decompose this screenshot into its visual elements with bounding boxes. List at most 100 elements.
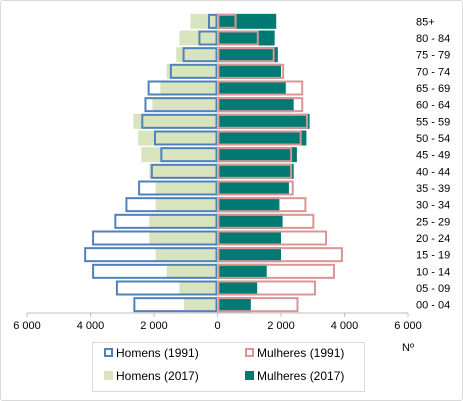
x-tick-label: 2 000 — [267, 320, 295, 332]
fill-bar-female-bar-10-14 — [217, 263, 267, 279]
fill-bar-female-bar-35-39 — [217, 180, 289, 196]
fill-bar-female-bar-55-59 — [217, 113, 310, 129]
age-group-label: 15 - 19 — [416, 250, 450, 262]
age-group-label: 45 - 49 — [416, 150, 450, 162]
fill-bar-male-bar-40-44 — [149, 163, 218, 179]
outline-bar-female-bar-75-79 — [217, 47, 275, 63]
fill-bar-male-bar-65-69 — [160, 80, 218, 96]
fill-bar-female-bar-75-79 — [217, 47, 278, 63]
fill-bar-male-bar-75-79 — [176, 47, 218, 63]
age-group-label: 85+ — [416, 16, 435, 28]
outline-bar-male-bar-20-24 — [92, 230, 218, 246]
legend-label: Mulheres (1991) — [257, 346, 344, 360]
fill-bar-male-bar-10-14 — [166, 263, 218, 279]
legend-swatch — [104, 348, 113, 357]
outline-bar-female-bar-45-49 — [217, 147, 293, 163]
outline-bar-female-bar-60-64 — [217, 97, 304, 113]
outline-bar-female-bar-20-24 — [217, 230, 328, 246]
fill-bar-female-bar-20-24 — [217, 230, 281, 246]
legend-swatch — [245, 348, 254, 357]
outline-bar-male-bar-60-64 — [144, 97, 218, 113]
age-group-label: 05 - 09 — [416, 283, 450, 295]
outline-bar-female-bar-00-04 — [217, 297, 299, 313]
fill-bar-female-bar-25-29 — [217, 213, 283, 229]
legend-label: Homens (1991) — [116, 346, 199, 360]
outline-bar-male-bar-45-49 — [160, 147, 218, 163]
outline-bar-male-bar-50-54 — [154, 130, 218, 146]
outline-bar-female-bar-15-19 — [217, 247, 343, 263]
outline-bars-layer — [84, 13, 343, 313]
legend-swatch — [104, 371, 113, 380]
age-group-label: 00 - 04 — [416, 300, 450, 312]
fill-bar-male-bar-05-09 — [179, 280, 218, 296]
outline-bar-female-bar-65-69 — [217, 80, 304, 96]
age-group-label: 70 - 74 — [416, 66, 450, 78]
fill-bar-female-bar-85plus — [217, 13, 277, 29]
fill-bar-male-bar-45-49 — [141, 147, 218, 163]
fill-bar-female-bar-00-04 — [217, 297, 251, 313]
outline-bar-male-bar-65-69 — [147, 80, 218, 96]
outline-bar-female-bar-25-29 — [217, 213, 315, 229]
age-group-label: 10 - 14 — [416, 266, 450, 278]
age-group-labels: 00 - 04 05 - 09 10 - 14 15 - 19 20 - 24 25 - … — [416, 16, 450, 311]
age-group-label: 50 - 54 — [416, 133, 450, 145]
fill-bar-female-bar-30-34 — [217, 197, 280, 213]
outline-bar-male-bar-85plus — [207, 13, 218, 29]
x-tick-label: 6 000 — [394, 320, 422, 332]
x-tick-label: 2 000 — [140, 320, 168, 332]
outline-bar-female-bar-85plus — [217, 13, 237, 29]
fill-bar-male-bar-55-59 — [133, 113, 218, 129]
fill-bar-male-bar-00-04 — [184, 297, 218, 313]
outline-bar-female-bar-10-14 — [217, 263, 335, 279]
legend-label: Homens (2017) — [116, 369, 199, 383]
age-group-label: 65 - 69 — [416, 83, 450, 95]
outline-bar-female-bar-50-54 — [217, 130, 302, 146]
outline-bar-male-bar-55-59 — [141, 113, 218, 129]
age-group-label: 60 - 64 — [416, 100, 450, 112]
outline-bar-female-bar-05-09 — [217, 280, 316, 296]
outline-bar-male-bar-35-39 — [138, 180, 218, 196]
legend: Homens (1991) Mulheres (1991) Homens (2017… — [92, 342, 365, 392]
fill-bar-female-bar-40-44 — [217, 163, 294, 179]
legend-swatch — [245, 371, 254, 380]
age-group-label: 40 - 44 — [416, 166, 450, 178]
outline-bar-male-bar-10-14 — [92, 263, 218, 279]
legend-box — [92, 342, 365, 392]
age-group-label: 35 - 39 — [416, 183, 450, 195]
fill-bar-female-bar-50-54 — [217, 130, 307, 146]
fill-bar-male-bar-85plus — [190, 13, 218, 29]
age-group-label: 55 - 59 — [416, 116, 450, 128]
fill-bar-female-bar-60-64 — [217, 97, 294, 113]
axis-layer — [26, 13, 409, 317]
outline-bar-female-bar-55-59 — [217, 113, 308, 129]
outline-bar-female-bar-70-74 — [217, 63, 285, 79]
fill-bar-male-bar-15-19 — [155, 247, 218, 263]
outline-bar-female-bar-30-34 — [217, 197, 307, 213]
fill-bars-layer — [133, 13, 310, 313]
age-group-label: 80 - 84 — [416, 33, 450, 45]
outline-bar-male-bar-70-74 — [169, 63, 218, 79]
outline-bar-male-bar-15-19 — [84, 247, 218, 263]
outline-bar-female-bar-35-39 — [217, 180, 294, 196]
outline-bar-male-bar-40-44 — [150, 163, 218, 179]
outline-bar-female-bar-80-84 — [217, 30, 259, 46]
outline-bar-male-bar-00-04 — [133, 297, 218, 313]
fill-bar-female-bar-15-19 — [217, 247, 281, 263]
outline-bar-male-bar-25-29 — [114, 213, 218, 229]
fill-bar-male-bar-50-54 — [138, 130, 218, 146]
fill-bar-female-bar-45-49 — [217, 147, 297, 163]
fill-bar-female-bar-80-84 — [217, 30, 275, 46]
outline-bar-female-bar-40-44 — [217, 163, 293, 179]
x-tick-label: 6 000 — [13, 320, 41, 332]
fill-bar-male-bar-30-34 — [155, 197, 218, 213]
x-tick-label: 4 000 — [331, 320, 359, 332]
x-tick-labels: 6 000 4 000 2 000 0 2 000 4 000 6 000 — [13, 320, 422, 332]
outline-bar-male-bar-30-34 — [125, 197, 218, 213]
age-group-label: 75 - 79 — [416, 50, 450, 62]
outline-bar-male-bar-05-09 — [115, 280, 218, 296]
fill-bar-male-bar-20-24 — [149, 230, 218, 246]
fill-bar-male-bar-60-64 — [152, 97, 218, 113]
age-group-label: 30 - 34 — [416, 200, 450, 212]
x-tick-label: 4 000 — [77, 320, 105, 332]
